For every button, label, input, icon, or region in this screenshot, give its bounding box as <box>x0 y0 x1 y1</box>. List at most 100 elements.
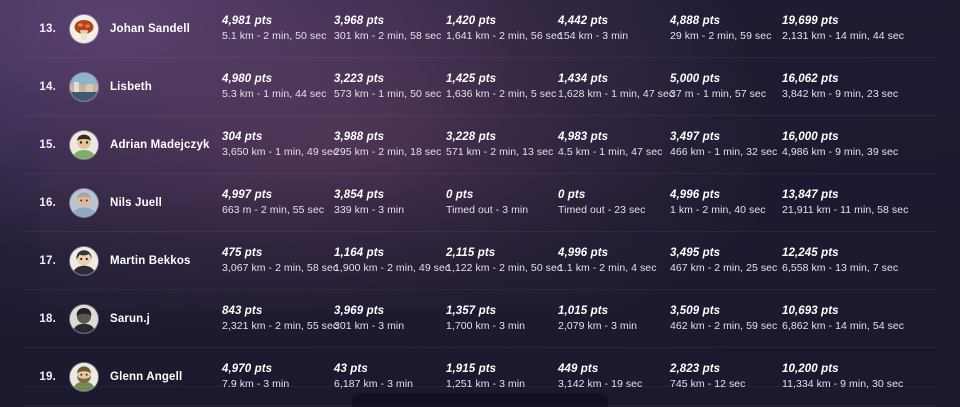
row-stats: 4,970 pts 7.9 km - 3 min 43 pts 6,187 km - … <box>222 363 942 390</box>
stat-detail: 37 m - 1 min, 57 sec <box>670 88 767 100</box>
stat-cell-3: 2,115 pts 1,122 km - 2 min, 50 sec <box>446 247 563 274</box>
player-name[interactable]: Nils Juell <box>110 196 162 209</box>
stat-points: 3,495 pts <box>670 247 721 259</box>
stat-cell-2: 1,164 pts 1,900 km - 2 min, 49 sec <box>334 247 451 274</box>
stat-points: 475 pts <box>222 247 263 259</box>
stat-cell-4: 1,434 pts 1,628 km - 1 min, 47 sec <box>558 73 675 100</box>
stat-points: 3,854 pts <box>334 189 385 201</box>
stat-cell-total: 19,699 pts 2,131 km - 14 min, 44 sec <box>782 15 942 42</box>
stat-cell-2: 3,968 pts 301 km - 2 min, 58 sec <box>334 15 446 42</box>
stat-points: 16,000 pts <box>782 131 839 143</box>
stat-detail: 3,067 km - 2 min, 58 sec <box>222 262 339 274</box>
leaderboard-row-17[interactable]: 17. Martin Bekkos 475 pts 3,067 km - 2 mi… <box>24 232 936 290</box>
stat-cell-4: 4,442 pts 154 km - 3 min <box>558 15 670 42</box>
stat-cell-2: 3,223 pts 573 km - 1 min, 50 sec <box>334 73 446 100</box>
row-stats: 4,981 pts 5.1 km - 2 min, 50 sec 3,968 pts… <box>222 15 942 42</box>
row-rank: 13. <box>39 22 56 35</box>
row-stats: 304 pts 3,650 km - 1 min, 49 sec 3,988 pts… <box>222 131 942 158</box>
stat-points: 4,442 pts <box>558 15 609 27</box>
stat-points: 19,699 pts <box>782 15 839 27</box>
row-rank: 16. <box>39 196 56 209</box>
stat-cell-3: 1,420 pts 1,641 km - 2 min, 56 sec <box>446 15 563 42</box>
row-rank: 15. <box>39 138 56 151</box>
leaderboard-row-16[interactable]: 16. Nils Juell 4,997 pts 663 m - 2 min, 5… <box>24 174 936 232</box>
stat-detail: 1,700 km - 3 min <box>446 320 525 332</box>
stat-cell-3: 0 pts Timed out - 3 min <box>446 189 558 216</box>
stat-points: 4,983 pts <box>558 131 609 143</box>
stat-points: 10,200 pts <box>782 363 839 375</box>
stat-detail: 1,636 km - 2 min, 5 sec <box>446 88 557 100</box>
stat-cell-1: 475 pts 3,067 km - 2 min, 58 sec <box>222 247 339 274</box>
stat-detail: 1,900 km - 2 min, 49 sec <box>334 262 451 274</box>
player-name[interactable]: Sarun.j <box>110 312 151 325</box>
stat-detail: 1,251 km - 3 min <box>446 378 525 390</box>
player-name[interactable]: Glenn Angell <box>110 370 183 383</box>
stat-detail: 571 km - 2 min, 13 sec <box>446 146 554 158</box>
stat-points: 3,497 pts <box>670 131 721 143</box>
stat-points: 3,988 pts <box>334 131 385 143</box>
stat-points: 4,996 pts <box>558 247 609 259</box>
stat-points: 304 pts <box>222 131 263 143</box>
row-rank: 18. <box>39 312 56 325</box>
stat-cell-5: 4,996 pts 1 km - 2 min, 40 sec <box>670 189 782 216</box>
avatar-dark-hair-icon <box>70 246 98 275</box>
stat-detail: 1.1 km - 2 min, 4 sec <box>558 262 657 274</box>
stat-points: 4,981 pts <box>222 15 273 27</box>
stat-detail: 1,122 km - 2 min, 50 sec <box>446 262 563 274</box>
stat-points: 2,823 pts <box>670 363 721 375</box>
stat-points: 0 pts <box>446 189 474 201</box>
stat-cell-5: 4,888 pts 29 km - 2 min, 59 sec <box>670 15 782 42</box>
stat-points: 3,509 pts <box>670 305 721 317</box>
avatar-beard-green-icon <box>70 362 98 391</box>
stat-cell-4: 4,983 pts 4.5 km - 1 min, 47 sec <box>558 131 670 158</box>
stat-detail: 339 km - 3 min <box>334 204 405 216</box>
stat-points: 1,434 pts <box>558 73 609 85</box>
leaderboard-row-18[interactable]: 18. Sarun.j 843 pts 2,321 km - 2 min, 55 … <box>24 290 936 348</box>
stat-cell-2: 3,969 pts 301 km - 3 min <box>334 305 446 332</box>
row-rank: 14. <box>39 80 56 93</box>
stat-points: 1,420 pts <box>446 15 497 27</box>
player-name[interactable]: Adrian Madejczyk <box>110 138 210 151</box>
stat-detail: 1 km - 2 min, 40 sec <box>670 204 766 216</box>
stat-cell-3: 1,425 pts 1,636 km - 2 min, 5 sec <box>446 73 558 100</box>
row-rank: 17. <box>39 254 56 267</box>
stat-detail: 2,079 km - 3 min <box>558 320 637 332</box>
stat-detail: 3,142 km - 19 sec <box>558 378 643 390</box>
player-name[interactable]: Martin Bekkos <box>110 254 191 267</box>
stat-detail: 573 km - 1 min, 50 sec <box>334 88 442 100</box>
stat-cell-1: 843 pts 2,321 km - 2 min, 55 sec <box>222 305 338 332</box>
stat-cell-4: 4,996 pts 1.1 km - 2 min, 4 sec <box>558 247 670 274</box>
leaderboard-row-14[interactable]: 14. Lisbeth 4,980 pts 5.3 km - 1 min, 44 … <box>24 58 936 116</box>
stat-points: 1,915 pts <box>446 363 497 375</box>
stat-points: 3,968 pts <box>334 15 385 27</box>
stat-cell-total: 10,693 pts 6,862 km - 14 min, 54 sec <box>782 305 942 332</box>
leaderboard-row-13[interactable]: 13. Johan Sandell 4,981 pts 5.1 km - 2 mi… <box>24 0 936 58</box>
stat-detail: 29 km - 2 min, 59 sec <box>670 30 772 42</box>
stat-detail: 5.1 km - 2 min, 50 sec <box>222 30 327 42</box>
stat-detail: 6,558 km - 13 min, 7 sec <box>782 262 899 274</box>
leaderboard-row-15[interactable]: 15. Adrian Madejczyk 304 pts 3,650 km - 1… <box>24 116 936 174</box>
stat-detail: 462 km - 2 min, 59 sec <box>670 320 778 332</box>
stat-cell-1: 4,970 pts 7.9 km - 3 min <box>222 363 334 390</box>
stat-cell-5: 3,497 pts 466 km - 1 min, 32 sec <box>670 131 782 158</box>
stat-points: 2,115 pts <box>446 247 496 259</box>
stat-cell-4: 449 pts 3,142 km - 19 sec <box>558 363 670 390</box>
stat-detail: 1,641 km - 2 min, 56 sec <box>446 30 563 42</box>
stat-detail: 301 km - 3 min <box>334 320 405 332</box>
stat-points: 843 pts <box>222 305 263 317</box>
stat-points: 16,062 pts <box>782 73 839 85</box>
stat-cell-total: 12,245 pts 6,558 km - 13 min, 7 sec <box>782 247 942 274</box>
stat-points: 5,000 pts <box>670 73 721 85</box>
stat-detail: 5.3 km - 1 min, 44 sec <box>222 88 327 100</box>
player-name[interactable]: Johan Sandell <box>110 22 190 35</box>
leaderboard-row-19[interactable]: 19. Glenn Angell 4,970 pts 7.9 km - 3 min… <box>24 348 936 406</box>
player-name[interactable]: Lisbeth <box>110 80 152 93</box>
stat-detail: 6,862 km - 14 min, 54 sec <box>782 320 905 332</box>
stat-cell-2: 3,988 pts 295 km - 2 min, 18 sec <box>334 131 446 158</box>
stat-detail: 1,628 km - 1 min, 47 sec <box>558 88 675 100</box>
avatar-green-shirt-icon <box>70 130 98 159</box>
stat-detail: 301 km - 2 min, 58 sec <box>334 30 442 42</box>
avatar-dark-silhouette-icon <box>70 304 98 333</box>
